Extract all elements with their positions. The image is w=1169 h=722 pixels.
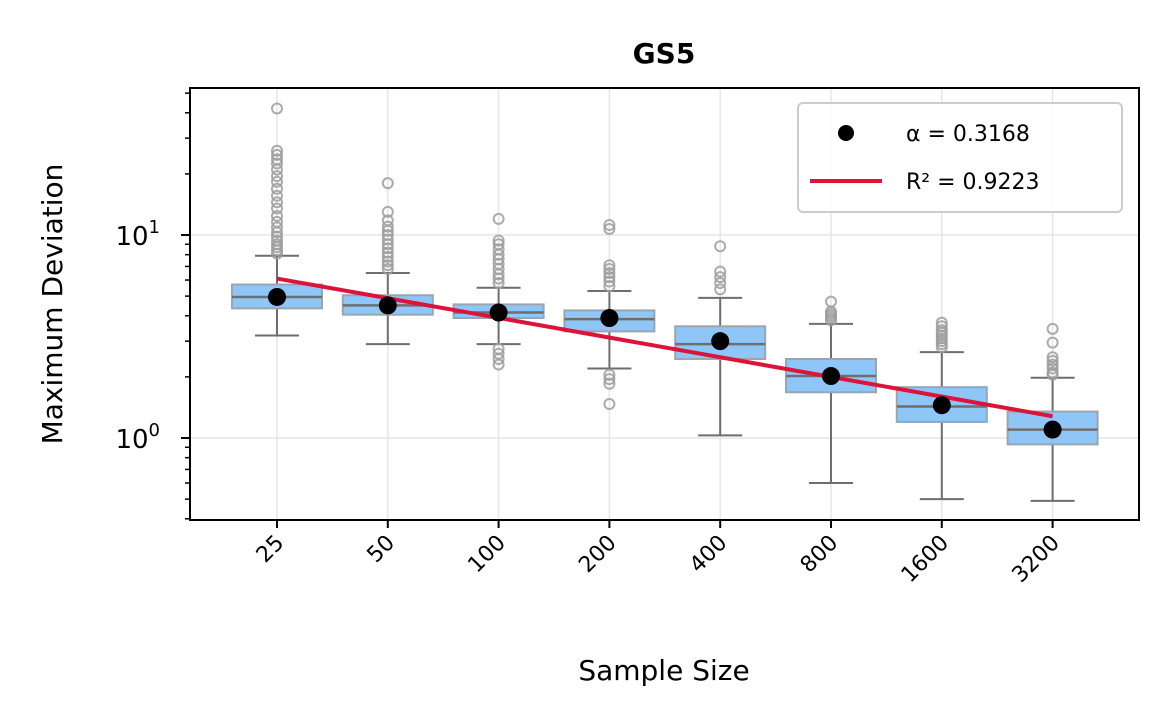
y-axis-label: Maximum Deviation xyxy=(36,164,69,445)
chart-title: GS5 xyxy=(633,37,696,70)
outlier-point xyxy=(603,398,616,411)
outlier-point xyxy=(1046,366,1059,379)
outlier-point xyxy=(381,214,394,227)
mean-point xyxy=(268,287,286,306)
outlier-point xyxy=(381,220,394,233)
outlier-point xyxy=(271,238,283,251)
outlier-point xyxy=(714,283,727,296)
outlier-point xyxy=(271,215,283,228)
outlier-point xyxy=(271,175,283,188)
mean-point xyxy=(378,296,397,315)
outlier-point xyxy=(603,368,616,381)
legend-label-alpha: α = 0.3168 xyxy=(906,122,1030,147)
x-tick-label: 200 xyxy=(574,531,621,578)
outlier-point xyxy=(381,250,394,263)
legend: α = 0.3168 R² = 0.9223 xyxy=(797,102,1123,213)
x-tick-label: 25 xyxy=(252,531,289,568)
mean-point xyxy=(600,309,619,328)
outlier-point xyxy=(603,223,616,236)
outlier-point xyxy=(271,102,283,115)
outlier-point xyxy=(381,263,394,276)
outlier-point xyxy=(603,275,616,288)
mean-point xyxy=(489,303,508,322)
outlier-point xyxy=(381,177,394,190)
outlier-point xyxy=(271,170,283,183)
x-tick-label: 800 xyxy=(796,531,843,578)
outlier-point xyxy=(1046,354,1059,367)
outlier-point xyxy=(935,316,948,329)
outlier-point xyxy=(271,144,283,157)
outlier-point xyxy=(271,221,283,234)
outlier-point xyxy=(1046,322,1059,335)
outlier-point xyxy=(1046,351,1059,364)
mean-point xyxy=(822,367,840,386)
y-tick-label: 100 xyxy=(115,420,160,455)
y-tick-exponent: 0 xyxy=(149,420,160,441)
outlier-point xyxy=(381,242,394,255)
outlier-point xyxy=(492,238,505,251)
outlier-point xyxy=(271,196,283,209)
outlier-point xyxy=(492,212,505,225)
outlier-point xyxy=(271,148,283,161)
outlier-point xyxy=(603,263,616,276)
legend-mean-marker xyxy=(838,125,854,141)
mean-point xyxy=(711,332,730,351)
y-tick-exponent: 1 xyxy=(149,217,160,238)
outlier-point xyxy=(603,373,616,386)
outlier-point xyxy=(492,277,505,290)
outlier-point xyxy=(714,271,727,284)
mean-point xyxy=(932,396,951,415)
x-tick-label: 50 xyxy=(363,531,400,568)
outlier-point xyxy=(1046,362,1059,375)
outlier-point xyxy=(935,320,948,333)
mean-markers xyxy=(268,287,1062,439)
x-tick-label: 100 xyxy=(463,531,510,578)
legend-frame xyxy=(797,102,1123,213)
outlier-point xyxy=(271,153,283,166)
outlier-point xyxy=(935,324,948,337)
outlier-point xyxy=(603,266,616,279)
outlier-point xyxy=(714,240,727,253)
outlier-point xyxy=(271,202,283,215)
outlier-point xyxy=(271,234,283,247)
legend-label-r2: R² = 0.9223 xyxy=(906,170,1040,195)
x-axis-label: Sample Size xyxy=(578,654,749,687)
outlier-point xyxy=(492,342,505,355)
x-tick-label: 1600 xyxy=(897,531,954,588)
outlier-point xyxy=(1046,358,1059,371)
outlier-point xyxy=(714,277,727,290)
outlier-point xyxy=(492,347,505,360)
y-tick-label: 101 xyxy=(115,217,160,252)
plot-frame xyxy=(189,87,1140,521)
y-axis-ticks: 100 101 xyxy=(115,92,190,520)
outlier-point xyxy=(381,205,394,218)
outlier-point xyxy=(381,259,394,272)
outlier-point xyxy=(271,189,283,202)
outlier-point xyxy=(381,246,394,259)
outlier-point xyxy=(603,219,616,232)
x-tick-label: 400 xyxy=(685,531,732,578)
fit-line-layer xyxy=(276,276,1053,419)
outlier-point xyxy=(714,265,727,278)
outlier-point xyxy=(603,280,616,293)
x-tick-label: 3200 xyxy=(1008,531,1065,588)
outlier-point xyxy=(492,243,505,256)
outlier-point xyxy=(271,182,283,195)
mean-point xyxy=(1043,420,1062,439)
outlier-point xyxy=(603,259,616,272)
outlier-point xyxy=(825,295,837,308)
outlier-point xyxy=(603,271,616,284)
x-axis-ticks: 25 50 100 200 400 800 1600 3200 xyxy=(252,520,1065,588)
outlier-point xyxy=(271,157,283,170)
fit-line xyxy=(276,276,1053,419)
outlier-point xyxy=(271,210,283,223)
outlier-point xyxy=(381,229,394,241)
outlier-point xyxy=(1046,336,1059,349)
outlier-point xyxy=(381,233,394,246)
outlier-point xyxy=(492,234,505,247)
